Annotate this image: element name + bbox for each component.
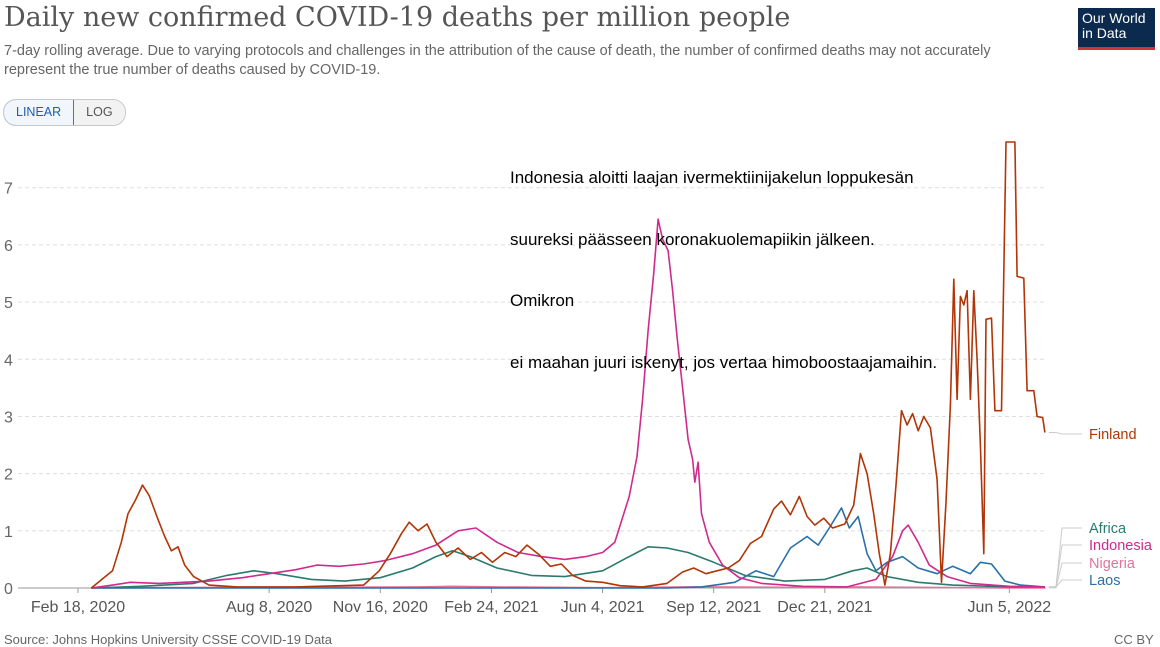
annotation-text: Indonesia aloitti laajan ivermektiinijak… xyxy=(510,127,937,394)
legend-label-indonesia[interactable]: Indonesia xyxy=(1089,538,1153,554)
owid-logo[interactable]: Our World in Data xyxy=(1078,8,1155,50)
x-tick-label: Sep 12, 2021 xyxy=(666,599,761,616)
y-tick-label: 1 xyxy=(4,524,13,541)
y-tick-label: 2 xyxy=(4,467,13,484)
x-tick-label: Nov 16, 2020 xyxy=(333,599,428,616)
annotation-line-3: Omikron xyxy=(510,291,575,310)
x-tick-label: Feb 24, 2021 xyxy=(444,599,538,616)
legend-connector xyxy=(1048,579,1082,588)
x-axis-ticks: Feb 18, 2020 Aug 8, 2020 Nov 16, 2020 Feb 2… xyxy=(31,588,1051,616)
series-line-finland[interactable] xyxy=(90,141,1046,589)
x-tick-label: Dec 21, 2021 xyxy=(777,599,872,616)
logo-line-2: in Data xyxy=(1082,25,1127,41)
legend-label-finland[interactable]: Finland xyxy=(1089,427,1137,443)
y-tick-label: 4 xyxy=(4,352,13,369)
legend-connector xyxy=(1048,562,1082,589)
annotation-line-2: suureksi päässeen koronakuolemapiikin jä… xyxy=(510,229,875,249)
annotation-line-4: ei maahan juuri iskenyt, jos vertaa himo… xyxy=(510,352,938,372)
log-scale-button[interactable]: LOG xyxy=(74,100,125,125)
legend-connector xyxy=(1048,544,1082,588)
linear-scale-button[interactable]: LINEAR xyxy=(3,100,75,125)
y-tick-label: 7 xyxy=(4,181,13,198)
legend-connector xyxy=(1048,431,1082,435)
x-tick-label: Jun 4, 2021 xyxy=(561,599,645,616)
chart-title: Daily new confirmed COVID-19 deaths per … xyxy=(4,2,791,33)
series-line-laos[interactable] xyxy=(91,507,1045,589)
chart-subtitle: 7-day rolling average. Due to varying pr… xyxy=(4,43,991,78)
legend-label-africa[interactable]: Africa xyxy=(1089,521,1127,537)
legend-label-laos[interactable]: Laos xyxy=(1089,573,1120,589)
x-tick-label: Aug 8, 2020 xyxy=(226,599,312,616)
legend-connector xyxy=(1048,527,1082,588)
y-tick-label: 6 xyxy=(4,238,13,255)
y-tick-label: 5 xyxy=(4,295,13,312)
logo-line-1: Our World xyxy=(1082,10,1146,26)
scale-toggle: LINEAR LOG xyxy=(3,99,126,126)
license-link[interactable]: CC BY xyxy=(1114,632,1154,647)
x-tick-label: Feb 18, 2020 xyxy=(31,599,125,616)
series-line-africa[interactable] xyxy=(91,546,1045,589)
series-line-indonesia[interactable] xyxy=(91,218,1045,589)
y-tick-label: 3 xyxy=(4,409,13,426)
series-lines xyxy=(90,141,1046,589)
annotation-line-1: Indonesia aloitti laajan ivermektiinijak… xyxy=(510,168,914,187)
y-axis-ticks: 0 1 2 3 4 5 6 7 xyxy=(4,181,13,598)
legend-label-nigeria[interactable]: Nigeria xyxy=(1089,556,1136,572)
x-tick-label: Jun 5, 2022 xyxy=(968,599,1052,616)
y-tick-label: 0 xyxy=(4,581,13,598)
source-note[interactable]: Source: Johns Hopkins University CSSE CO… xyxy=(4,632,333,647)
